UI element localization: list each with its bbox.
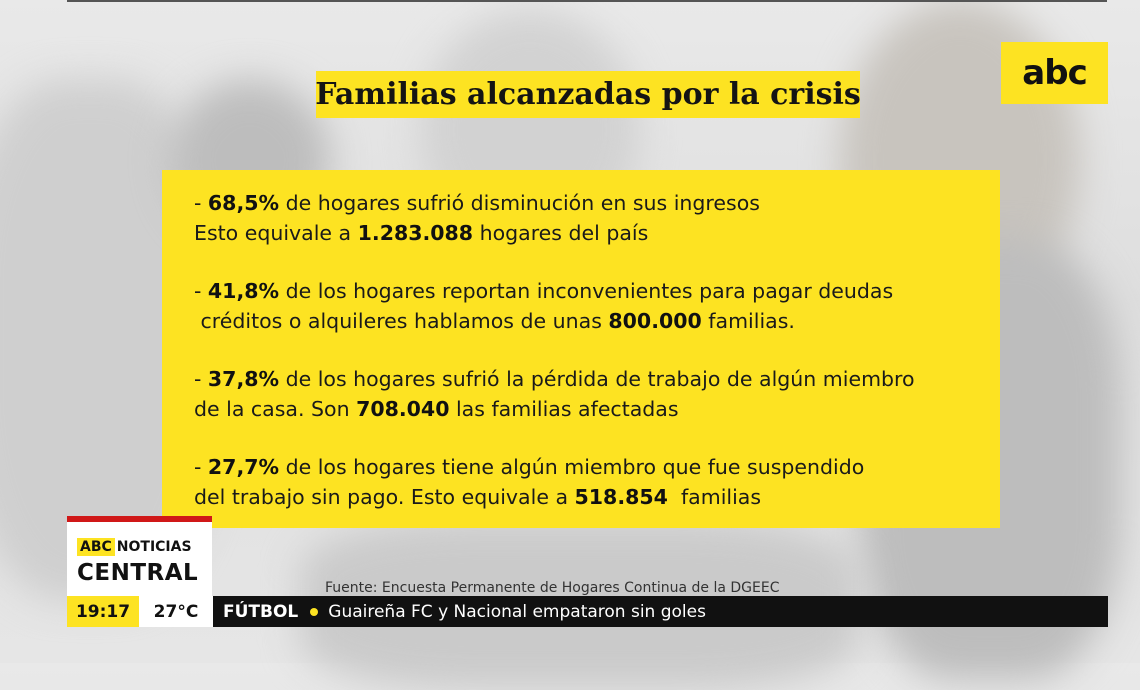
stat-line: Esto equivale a 1.283.088 hogares del pa…: [194, 221, 649, 245]
stat-item: - 68,5% de hogares sufrió disminución en…: [194, 188, 1000, 248]
stat-value: 68,5%: [207, 191, 280, 215]
brand-accent-bar: [67, 516, 212, 522]
ticker-news: FÚTBOL Guaireña FC y Nacional empataron …: [213, 596, 1108, 627]
temperature: 27°C: [139, 596, 213, 627]
stat-line: del trabajo sin pago. Esto equivale a 51…: [194, 485, 762, 509]
source-caption: Fuente: Encuesta Permanente de Hogares C…: [325, 580, 780, 596]
brand-abc-tag: ABC: [77, 538, 115, 556]
abc-logo: abc: [1001, 42, 1108, 104]
stat-item: - 27,7% de los hogares tiene algún miemb…: [194, 452, 1000, 512]
stats-panel: - 68,5% de hogares sufrió disminución en…: [162, 170, 1000, 528]
stat-value: 800.000: [608, 309, 702, 333]
stat-value: 708.040: [356, 397, 450, 421]
stat-line: - 68,5% de hogares sufrió disminución en…: [194, 191, 760, 215]
stat-line: de la casa. Son 708.040 las familias afe…: [194, 397, 679, 421]
brand-central: CENTRAL: [77, 560, 199, 586]
stat-item: - 37,8% de los hogares sufrió la pérdida…: [194, 364, 1000, 424]
stat-item: - 41,8% de los hogares reportan inconven…: [194, 276, 1000, 336]
ticker-category: FÚTBOL: [223, 601, 299, 622]
brand-noticias: NOTICIAS: [116, 539, 192, 555]
top-divider: [67, 0, 1107, 2]
bullet-dot-icon: [310, 607, 319, 616]
stat-line: - 27,7% de los hogares tiene algún miemb…: [194, 455, 865, 479]
program-brand: ABC NOTICIAS CENTRAL: [67, 522, 212, 596]
stat-line: - 37,8% de los hogares sufrió la pérdida…: [194, 367, 915, 391]
ticker-headline: Guaireña FC y Nacional empataron sin gol…: [328, 601, 706, 622]
news-ticker: 19:17 27°C FÚTBOL Guaireña FC y Nacional…: [67, 596, 1108, 627]
logo-text: abc: [1022, 53, 1087, 93]
stat-value: 41,8%: [207, 279, 280, 303]
stat-value: 37,8%: [207, 367, 280, 391]
stat-value: 1.283.088: [357, 221, 474, 245]
stat-value: 518.854: [574, 485, 668, 509]
clock: 19:17: [67, 596, 139, 627]
stat-line: - 41,8% de los hogares reportan inconven…: [194, 279, 894, 303]
stat-value: 27,7%: [207, 455, 280, 479]
page-title: Familias alcanzadas por la crisis: [315, 77, 861, 112]
stat-line: créditos o alquileres hablamos de unas 8…: [194, 309, 795, 333]
title-banner: Familias alcanzadas por la crisis: [315, 71, 861, 118]
